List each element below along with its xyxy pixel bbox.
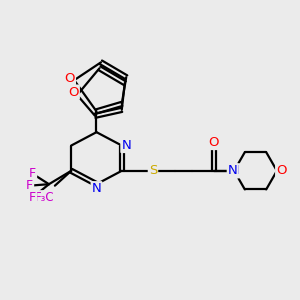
Text: F: F [29,167,36,180]
Text: S: S [149,164,157,177]
Text: O: O [209,136,219,149]
Text: O: O [68,85,79,98]
Text: O: O [276,164,286,177]
Text: N: N [230,164,240,177]
Text: N: N [92,182,101,195]
Text: F: F [26,179,33,192]
Text: O: O [64,72,75,85]
Text: N: N [228,164,238,177]
Text: N: N [121,139,131,152]
Text: F: F [29,191,36,204]
Text: F₃C: F₃C [35,191,54,204]
